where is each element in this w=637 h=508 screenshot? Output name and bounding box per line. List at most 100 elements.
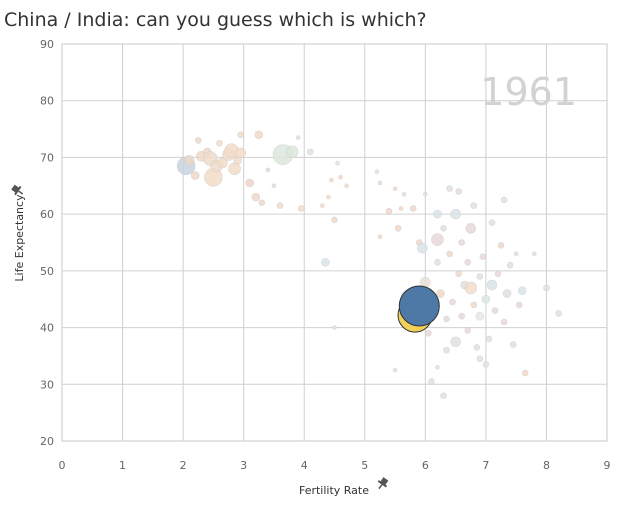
country-point[interactable] bbox=[458, 312, 465, 320]
country-point[interactable] bbox=[326, 194, 331, 200]
country-point[interactable] bbox=[435, 364, 440, 370]
country-point[interactable] bbox=[543, 284, 550, 292]
country-point[interactable] bbox=[401, 191, 407, 197]
country-point[interactable] bbox=[245, 178, 255, 188]
country-point[interactable] bbox=[449, 298, 456, 306]
country-point[interactable] bbox=[306, 148, 314, 156]
country-point[interactable] bbox=[455, 270, 462, 277]
country-point[interactable] bbox=[265, 167, 271, 173]
country-point[interactable] bbox=[320, 203, 325, 208]
country-point[interactable] bbox=[436, 289, 445, 298]
country-point[interactable] bbox=[509, 341, 517, 348]
country-point[interactable] bbox=[428, 378, 435, 385]
country-point[interactable] bbox=[433, 209, 442, 219]
country-point[interactable] bbox=[409, 205, 417, 212]
country-point[interactable] bbox=[517, 286, 527, 296]
highlighted-country-point[interactable] bbox=[398, 285, 440, 327]
country-point[interactable] bbox=[500, 196, 508, 204]
country-point[interactable] bbox=[251, 192, 261, 202]
country-point[interactable] bbox=[450, 208, 461, 220]
country-point[interactable] bbox=[475, 311, 485, 321]
country-point[interactable] bbox=[464, 327, 472, 334]
country-point[interactable] bbox=[494, 270, 502, 277]
country-point[interactable] bbox=[486, 279, 498, 291]
country-point[interactable] bbox=[423, 191, 428, 197]
country-point[interactable] bbox=[217, 157, 228, 169]
country-point[interactable] bbox=[329, 177, 334, 183]
x-tick-label: 3 bbox=[240, 459, 247, 472]
country-point[interactable] bbox=[446, 250, 453, 258]
country-point[interactable] bbox=[285, 145, 299, 159]
country-point[interactable] bbox=[473, 344, 481, 351]
country-point[interactable] bbox=[440, 392, 447, 399]
country-point[interactable] bbox=[491, 307, 499, 314]
country-point[interactable] bbox=[331, 216, 338, 224]
country-point[interactable] bbox=[297, 205, 305, 212]
country-point[interactable] bbox=[254, 130, 264, 140]
y-axis-pin-icon[interactable] bbox=[10, 183, 26, 198]
country-point[interactable] bbox=[481, 294, 491, 304]
country-point[interactable] bbox=[443, 315, 450, 323]
country-point[interactable] bbox=[321, 258, 330, 267]
country-point[interactable] bbox=[335, 160, 340, 166]
country-point[interactable] bbox=[476, 355, 484, 363]
country-point[interactable] bbox=[394, 225, 402, 232]
country-point[interactable] bbox=[497, 242, 505, 249]
country-point[interactable] bbox=[440, 225, 447, 232]
x-tick-label: 0 bbox=[59, 459, 66, 472]
country-point[interactable] bbox=[513, 251, 519, 257]
country-point[interactable] bbox=[443, 346, 450, 354]
country-point[interactable] bbox=[258, 199, 266, 207]
country-point[interactable] bbox=[506, 261, 514, 269]
country-point[interactable] bbox=[485, 335, 493, 343]
country-point[interactable] bbox=[532, 251, 537, 257]
country-point[interactable] bbox=[476, 273, 484, 280]
country-point[interactable] bbox=[228, 162, 241, 176]
country-point[interactable] bbox=[271, 183, 277, 189]
country-point[interactable] bbox=[417, 242, 428, 254]
country-point[interactable] bbox=[235, 147, 246, 159]
country-point[interactable] bbox=[338, 174, 343, 180]
country-point[interactable] bbox=[344, 183, 349, 189]
x-axis-pin-icon[interactable] bbox=[375, 476, 390, 492]
country-point[interactable] bbox=[482, 361, 490, 368]
country-point[interactable] bbox=[374, 169, 380, 174]
country-point[interactable] bbox=[276, 202, 284, 209]
country-point[interactable] bbox=[216, 139, 223, 147]
country-point[interactable] bbox=[194, 137, 202, 144]
country-point[interactable] bbox=[500, 318, 508, 326]
country-point[interactable] bbox=[502, 289, 512, 298]
country-point[interactable] bbox=[488, 219, 496, 226]
country-point[interactable] bbox=[464, 259, 472, 266]
country-point[interactable] bbox=[237, 131, 244, 139]
country-point[interactable] bbox=[398, 206, 404, 211]
country-point[interactable] bbox=[332, 325, 337, 330]
country-point[interactable] bbox=[392, 367, 398, 373]
country-point[interactable] bbox=[183, 154, 195, 166]
country-point[interactable] bbox=[434, 259, 441, 266]
country-point[interactable] bbox=[555, 310, 562, 317]
country-point[interactable] bbox=[470, 202, 478, 209]
country-point[interactable] bbox=[431, 233, 444, 246]
country-point[interactable] bbox=[470, 301, 478, 309]
country-point[interactable] bbox=[377, 180, 383, 186]
country-point[interactable] bbox=[464, 281, 478, 295]
country-point[interactable] bbox=[450, 336, 461, 348]
country-point[interactable] bbox=[455, 188, 462, 195]
country-point[interactable] bbox=[392, 186, 398, 191]
country-point[interactable] bbox=[425, 329, 432, 337]
country-point[interactable] bbox=[521, 369, 529, 377]
country-point[interactable] bbox=[385, 208, 393, 215]
y-tick-label: 40 bbox=[40, 322, 54, 335]
country-point[interactable] bbox=[446, 185, 453, 192]
country-point[interactable] bbox=[479, 253, 487, 260]
country-point[interactable] bbox=[295, 135, 301, 140]
x-tick-label: 5 bbox=[361, 459, 368, 472]
country-point[interactable] bbox=[458, 239, 465, 246]
country-point[interactable] bbox=[515, 301, 523, 309]
country-point[interactable] bbox=[465, 223, 477, 234]
country-point[interactable] bbox=[377, 234, 383, 240]
country-point[interactable] bbox=[190, 171, 200, 180]
x-tick-label: 1 bbox=[119, 459, 126, 472]
